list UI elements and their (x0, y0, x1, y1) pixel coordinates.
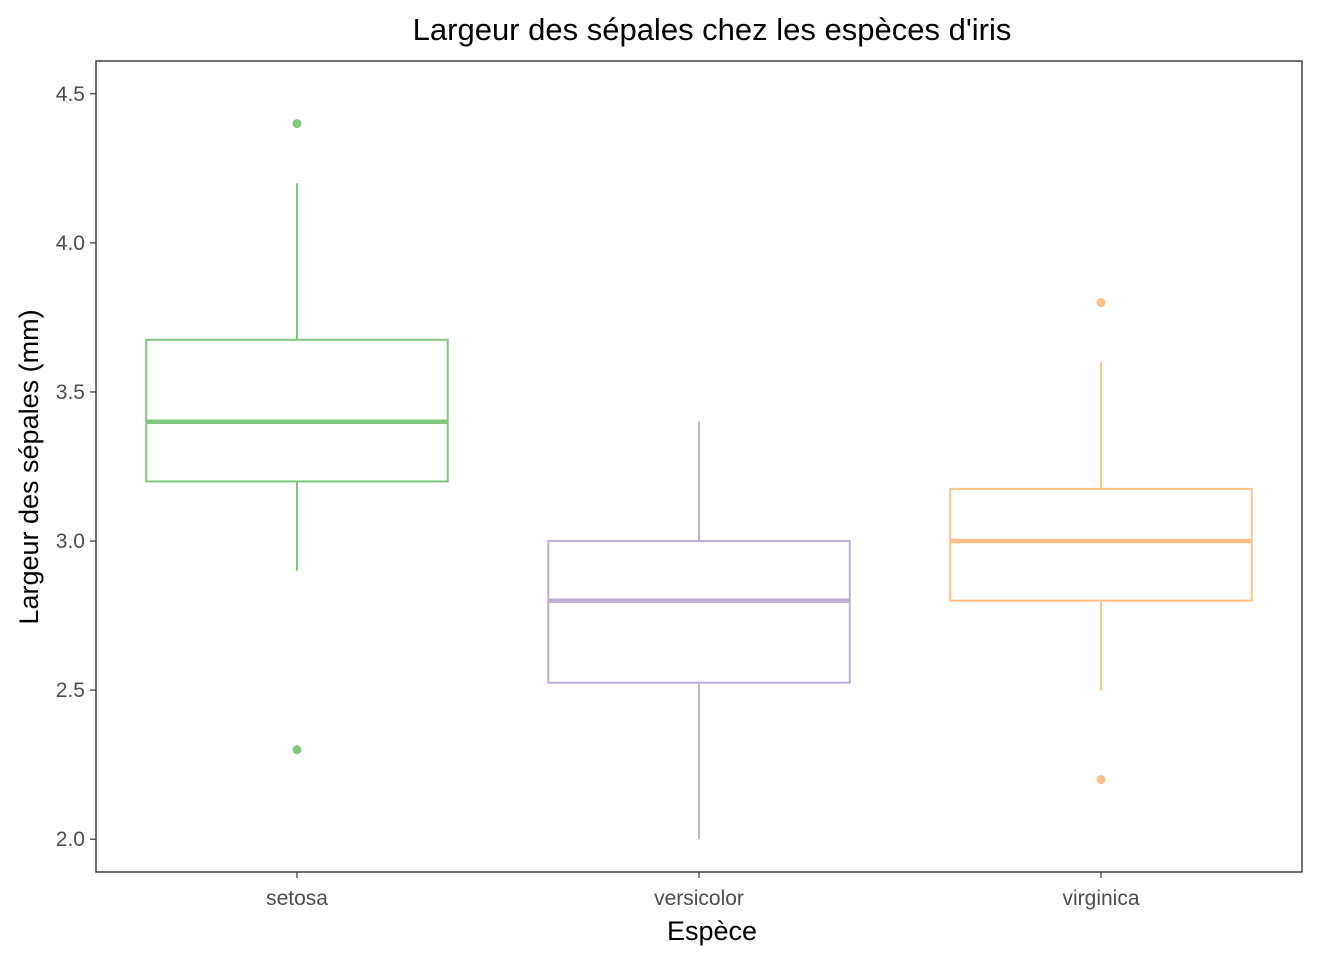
y-tick-label: 2.0 (56, 828, 85, 851)
y-tick-label: 4.5 (56, 83, 85, 106)
box (145, 338, 449, 483)
x-axis: setosa versicolor virginica (266, 872, 1140, 910)
y-axis-title: Largeur des sépales (mm) (14, 309, 44, 624)
y-tick-label: 3.5 (56, 381, 85, 404)
outlier-point (292, 119, 302, 129)
x-tick-label: virginica (1062, 887, 1139, 910)
x-tick-label: versicolor (654, 887, 744, 910)
y-tick-label: 4.0 (56, 232, 85, 255)
chart-title: Largeur des sépales chez les espèces d'i… (413, 12, 1012, 47)
outlier-point (292, 745, 302, 755)
y-tick-label: 3.0 (56, 530, 85, 553)
boxplot-virginica (949, 298, 1253, 785)
outlier-point (1096, 298, 1106, 308)
box (547, 540, 851, 684)
x-axis-title: Espèce (667, 916, 757, 946)
box (949, 487, 1253, 602)
boxplot-versicolor (547, 421, 851, 840)
y-tick-label: 2.5 (56, 679, 85, 702)
x-tick-label: setosa (266, 887, 328, 910)
outlier-point (1096, 775, 1106, 785)
boxplots (145, 119, 1253, 840)
y-axis: 2.0 2.5 3.0 3.5 4.0 4.5 (56, 83, 96, 851)
boxplot-setosa (145, 119, 449, 755)
